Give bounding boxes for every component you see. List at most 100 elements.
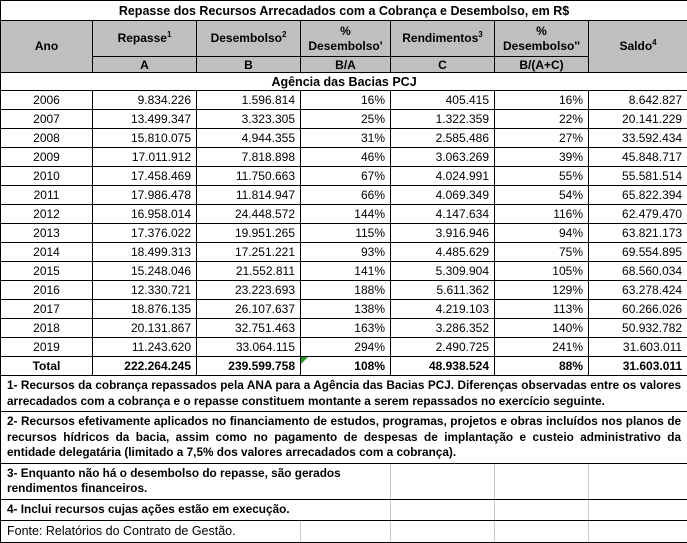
value-cell: 13.499.347 (93, 110, 197, 129)
value-cell: 188% (301, 281, 391, 300)
year-cell: 2009 (1, 148, 93, 167)
value-cell: 39% (495, 148, 589, 167)
title-row: Repasse dos Recursos Arrecadados com a C… (1, 1, 687, 21)
formula-bac: B/(A+C) (495, 57, 589, 73)
value-cell: 4.024.991 (391, 167, 495, 186)
col-header-repasse: Repasse1 (93, 21, 197, 57)
value-cell: 4.219.103 (391, 300, 495, 319)
value-cell: 12.330.721 (93, 281, 197, 300)
col-header-pct-desembolso-a: % Desembolso' (301, 21, 391, 57)
value-cell: 26.107.637 (197, 300, 301, 319)
value-cell: 17.011.912 (93, 148, 197, 167)
column-header-row: Ano Repasse1 Desembolso2 % Desembolso' R… (1, 21, 687, 57)
value-cell: 67% (301, 167, 391, 186)
col-header-label: % Desembolso'' (503, 24, 580, 52)
value-cell: 5.309.904 (391, 262, 495, 281)
value-cell: 3.323.305 (197, 110, 301, 129)
year-cell: 2015 (1, 262, 93, 281)
year-cell: 2010 (1, 167, 93, 186)
value-cell: 108% (301, 357, 391, 376)
value-cell: 33.064.115 (197, 338, 301, 357)
empty-cell (391, 520, 495, 542)
value-cell: 66% (301, 186, 391, 205)
footnote-row: 4- Inclui recursos cujas ações estão em … (1, 499, 687, 520)
source-row: Fonte: Relatórios do Contrato de Gestão. (1, 520, 687, 542)
value-cell: 23.223.693 (197, 281, 301, 300)
value-cell: 55.581.514 (589, 167, 687, 186)
footnote-2: 2- Recursos efetivamente aplicados no fi… (1, 412, 687, 464)
value-cell: 69.554.895 (589, 243, 687, 262)
value-cell: 48.938.524 (391, 357, 495, 376)
value-cell: 4.944.355 (197, 129, 301, 148)
col-header-rendimentos: Rendimentos3 (391, 21, 495, 57)
value-cell: 405.415 (391, 91, 495, 110)
empty-cell (495, 499, 589, 520)
value-cell: 17.251.221 (197, 243, 301, 262)
year-cell: 2013 (1, 224, 93, 243)
value-cell: 5.611.362 (391, 281, 495, 300)
empty-cell (301, 520, 391, 542)
value-cell: 1.322.359 (391, 110, 495, 129)
value-cell: 239.599.758 (197, 357, 301, 376)
value-cell: 3.063.269 (391, 148, 495, 167)
value-cell: 241% (495, 338, 589, 357)
value-cell: 31.603.011 (589, 357, 687, 376)
value-cell: 20.141.229 (589, 110, 687, 129)
col-header-ano: Ano (1, 21, 93, 73)
empty-cell (391, 463, 495, 499)
value-cell: 141% (301, 262, 391, 281)
footnotes-section: 1- Recursos da cobrança repassados pela … (1, 376, 687, 543)
value-cell: 11.243.620 (93, 338, 197, 357)
col-header-label: % Desembolso' (308, 24, 382, 52)
col-header-label: Desembolso (211, 31, 282, 45)
total-label-cell: Total (1, 357, 93, 376)
year-cell: 2006 (1, 91, 93, 110)
value-cell: 24.448.572 (197, 205, 301, 224)
value-cell: 46% (301, 148, 391, 167)
value-cell: 20.131.867 (93, 319, 197, 338)
year-cell: 2019 (1, 338, 93, 357)
col-header-label: Rendimentos (402, 31, 478, 45)
value-cell: 140% (495, 319, 589, 338)
value-cell: 63.821.173 (589, 224, 687, 243)
year-cell: 2007 (1, 110, 93, 129)
value-cell: 54% (495, 186, 589, 205)
value-cell: 17.376.022 (93, 224, 197, 243)
value-cell: 4.485.629 (391, 243, 495, 262)
footnote-row: 3- Enquanto não há o desembolso do repas… (1, 463, 687, 499)
empty-cell (589, 499, 687, 520)
year-cell: 2018 (1, 319, 93, 338)
empty-cell (589, 463, 687, 499)
value-cell: 18.876.135 (93, 300, 197, 319)
value-cell: 144% (301, 205, 391, 224)
formula-b: B (197, 57, 301, 73)
value-cell: 222.264.245 (93, 357, 197, 376)
source-text: Fonte: Relatórios do Contrato de Gestão. (1, 520, 301, 542)
value-cell: 33.592.434 (589, 129, 687, 148)
value-cell: 18.499.313 (93, 243, 197, 262)
value-cell: 2.490.725 (391, 338, 495, 357)
value-cell: 75% (495, 243, 589, 262)
value-cell: 4.147.634 (391, 205, 495, 224)
col-header-label: Ano (35, 39, 58, 53)
value-cell: 16% (301, 91, 391, 110)
value-cell: 294% (301, 338, 391, 357)
value-cell: 15.810.075 (93, 129, 197, 148)
empty-cell (495, 520, 589, 542)
value-cell: 60.266.026 (589, 300, 687, 319)
empty-cell (589, 520, 687, 542)
value-cell: 62.479.470 (589, 205, 687, 224)
value-cell: 21.552.811 (197, 262, 301, 281)
value-cell: 15.248.046 (93, 262, 197, 281)
value-cell: 3.916.946 (391, 224, 495, 243)
value-cell: 163% (301, 319, 391, 338)
